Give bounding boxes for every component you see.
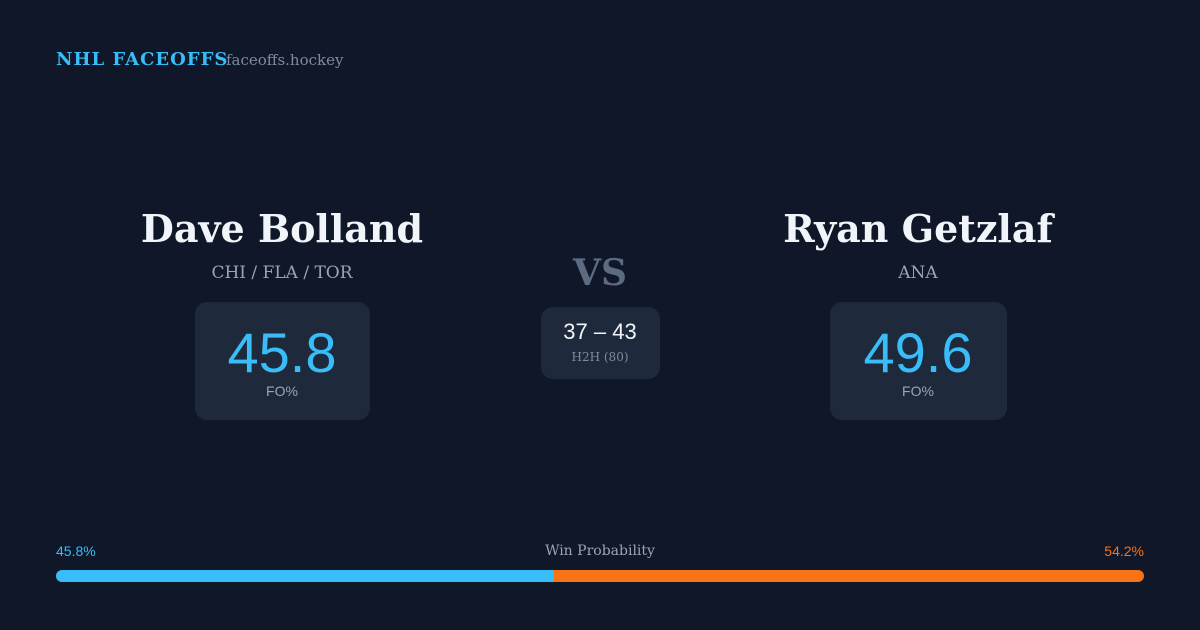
h2h-score: 37 – 43 <box>563 319 637 344</box>
h2h-card <box>541 307 660 379</box>
stat-card <box>830 302 1007 420</box>
win-prob-title: Win Probability <box>545 543 655 559</box>
player-teams: ANA <box>898 263 938 283</box>
h2h-label: H2H (80) <box>571 350 629 364</box>
win-prob-bar <box>554 570 1144 582</box>
player-name: Ryan Getzlaf <box>783 206 1053 251</box>
win-prob-left: 45.8% <box>56 543 96 559</box>
stat-card <box>195 302 370 420</box>
win-prob-bar <box>56 570 555 582</box>
site: faceoffs.hockey <box>226 51 344 69</box>
fo-value: 49.6 <box>863 321 973 384</box>
brand: NHL FACEOFFS <box>56 49 229 70</box>
player-name: Dave Bolland <box>140 206 424 251</box>
fo-value: 45.8 <box>227 321 337 384</box>
fo-label: FO% <box>266 383 298 399</box>
player-teams: CHI / FLA / TOR <box>211 263 353 283</box>
win-prob-right: 54.2% <box>1104 543 1144 559</box>
fo-label: FO% <box>902 383 934 399</box>
vs: VS <box>573 252 627 294</box>
